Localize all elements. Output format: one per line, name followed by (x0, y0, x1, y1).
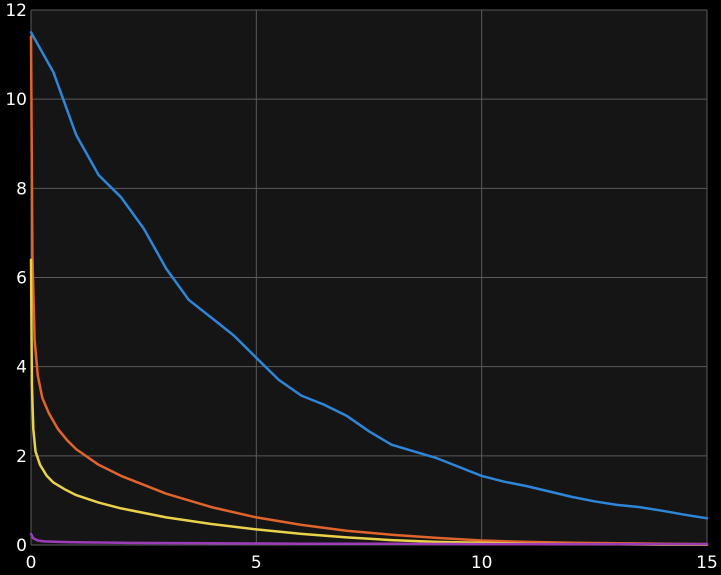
series-line-4 (29, 532, 709, 546)
x-tick-label: 15 (696, 553, 718, 573)
y-tick-label: 2 (16, 447, 27, 467)
x-tick-label: 10 (471, 553, 493, 573)
series-layer (29, 31, 709, 546)
y-tick-label: 8 (16, 179, 27, 199)
x-axis-ticks: 0 5 10 15 (26, 553, 718, 573)
x-tick-label: 5 (251, 553, 262, 573)
grid-lines (30, 9, 708, 546)
y-tick-label: 6 (16, 269, 27, 289)
y-axis-ticks: 0 2 4 6 8 10 12 (5, 1, 27, 556)
y-tick-label: 10 (5, 90, 27, 110)
y-tick-label: 4 (16, 358, 27, 378)
series-line-1 (29, 31, 709, 520)
y-tick-label: 12 (5, 1, 27, 21)
series-line-2 (29, 35, 709, 546)
y-tick-label: 0 (16, 536, 27, 556)
x-tick-label: 0 (26, 553, 37, 573)
